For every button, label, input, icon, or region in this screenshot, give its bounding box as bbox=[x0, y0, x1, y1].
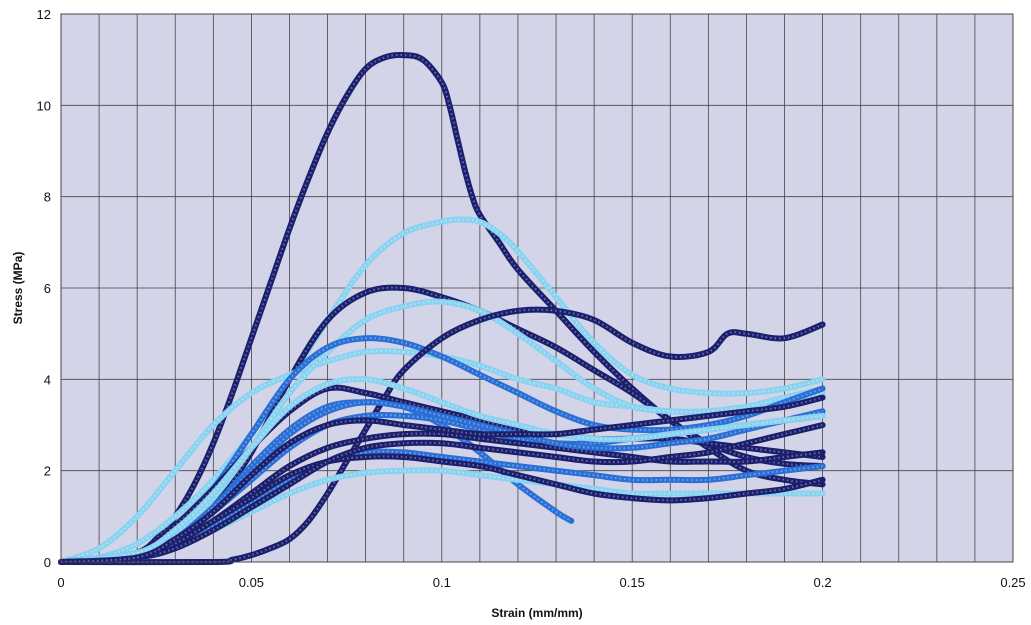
y-tick-labels: 0 2 4 6 8 10 12 bbox=[37, 7, 51, 570]
y-tick-label: 10 bbox=[37, 98, 51, 113]
y-axis-title: Stress (MPa) bbox=[11, 252, 25, 325]
x-tick-labels: 0 0.05 0.1 0.15 0.2 0.25 bbox=[57, 575, 1025, 590]
x-tick-label: 0.1 bbox=[433, 575, 451, 590]
y-tick-label: 6 bbox=[44, 281, 51, 296]
y-tick-label: 4 bbox=[44, 372, 51, 387]
x-tick-label: 0 bbox=[57, 575, 64, 590]
y-tick-label: 12 bbox=[37, 7, 51, 22]
y-tick-label: 8 bbox=[44, 190, 51, 205]
y-tick-label: 2 bbox=[44, 464, 51, 479]
x-axis-title: Strain (mm/mm) bbox=[491, 606, 582, 620]
x-tick-label: 0.2 bbox=[814, 575, 832, 590]
x-tick-label: 0.15 bbox=[620, 575, 645, 590]
y-tick-label: 0 bbox=[44, 555, 51, 570]
x-tick-label: 0.25 bbox=[1000, 575, 1025, 590]
x-tick-label: 0.05 bbox=[239, 575, 264, 590]
